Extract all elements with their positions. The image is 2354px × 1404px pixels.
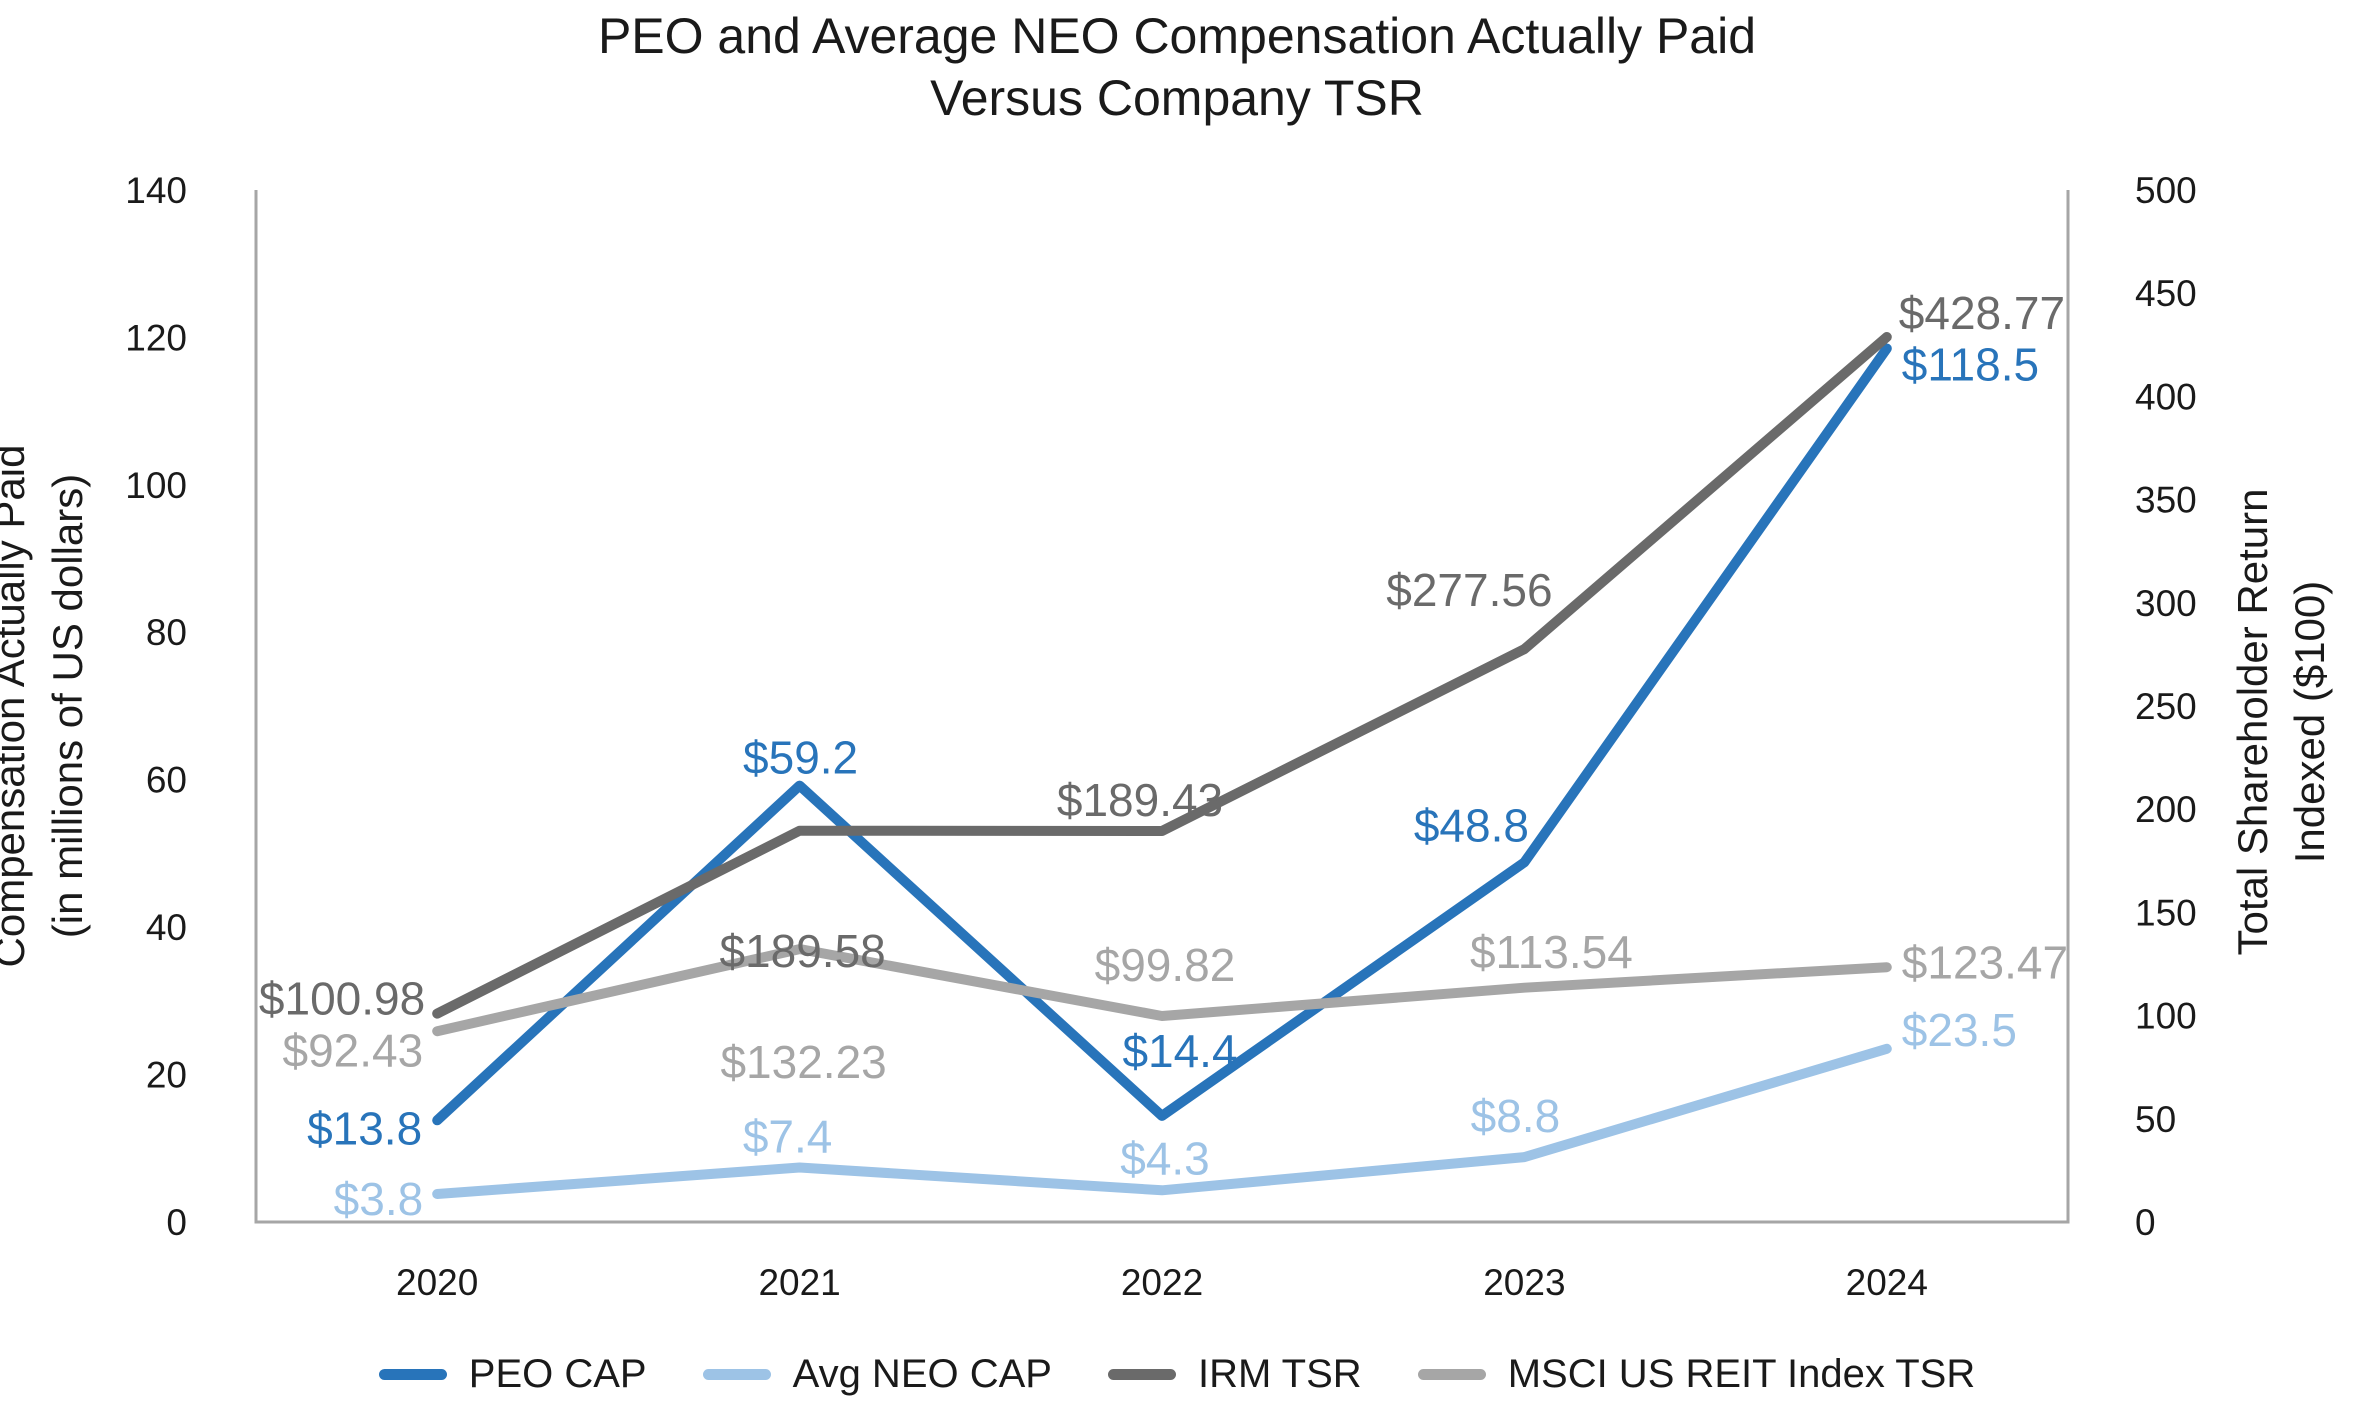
right-axis-tick-label: 300 (2135, 583, 2197, 624)
legend-item-msci-us-reit-index-tsr: MSCI US REIT Index TSR (1417, 1352, 1976, 1397)
legend-item-peo-cap: PEO CAP (378, 1352, 647, 1397)
legend-swatch-peo-cap (378, 1369, 447, 1380)
data-label-avg-neo-cap: $8.8 (1471, 1090, 1561, 1142)
left-axis-tick-label: 40 (146, 907, 187, 948)
left-axis-tick-label: 60 (146, 760, 187, 801)
right-axis-tick-label: 150 (2135, 892, 2197, 933)
left-axis-title-line-2: (in millions of US dollars) (44, 474, 91, 938)
right-axis-tick-label: 100 (2135, 996, 2197, 1037)
left-axis-tick-label: 100 (125, 465, 187, 506)
right-axis-tick-label: 450 (2135, 273, 2197, 314)
left-axis-tick-label: 80 (146, 612, 187, 653)
data-label-irm-tsr: $189.43 (1057, 774, 1223, 826)
legend-label-msci-us-reit-index-tsr: MSCI US REIT Index TSR (1507, 1352, 1976, 1396)
data-label-irm-tsr: $428.77 (1899, 287, 2065, 339)
x-axis-tick-label: 2022 (1121, 1262, 1203, 1303)
right-axis-tick-label: 250 (2135, 686, 2197, 727)
legend-item-avg-neo-cap: Avg NEO CAP (702, 1352, 1052, 1397)
data-label-peo-cap: $14.4 (1122, 1025, 1237, 1077)
x-axis-tick-label: 2024 (1846, 1262, 1928, 1303)
legend-item-irm-tsr: IRM TSR (1107, 1352, 1362, 1397)
chart-legend: PEO CAP Avg NEO CAP IRM TSR MSCI US REIT In… (0, 1352, 2354, 1397)
legend-label-irm-tsr: IRM TSR (1197, 1352, 1362, 1396)
right-axis-title-line-1: Total Shareholder Return (2229, 489, 2276, 956)
x-axis-tick-label: 2020 (396, 1262, 478, 1303)
data-label-avg-neo-cap: $3.8 (334, 1173, 424, 1225)
data-label-irm-tsr: $277.56 (1386, 564, 1552, 616)
legend-label-avg-neo-cap: Avg NEO CAP (792, 1352, 1052, 1396)
legend-label-peo-cap: PEO CAP (468, 1352, 647, 1396)
right-axis-tick-label: 400 (2135, 376, 2197, 417)
right-axis-tick-label: 200 (2135, 789, 2197, 830)
data-label-irm-tsr: $100.98 (259, 973, 425, 1025)
right-axis-tick-label: 50 (2135, 1099, 2176, 1140)
data-label-msci-us-reit-index-tsr: $113.54 (1470, 926, 1633, 978)
left-axis-tick-label: 140 (125, 170, 187, 211)
x-axis-tick-label: 2023 (1483, 1262, 1565, 1303)
right-axis-tick-label: 350 (2135, 480, 2197, 521)
data-label-msci-us-reit-index-tsr: $132.23 (720, 1036, 886, 1088)
data-label-msci-us-reit-index-tsr: $99.82 (1095, 939, 1236, 991)
data-label-peo-cap: $13.8 (307, 1102, 422, 1154)
data-label-peo-cap: $48.8 (1414, 799, 1529, 851)
chart-title-line-2: Versus Company TSR (930, 70, 1424, 126)
axis-frame (254, 190, 2070, 1224)
series-line-irm-tsr (432, 332, 1892, 1019)
data-label-msci-us-reit-index-tsr: $123.47 (1902, 936, 2068, 988)
x-axis-tick-label: 2021 (758, 1262, 840, 1303)
data-label-irm-tsr: $189.58 (719, 925, 885, 977)
data-label-avg-neo-cap: $4.3 (1120, 1132, 1210, 1184)
legend-swatch-msci-us-reit-index-tsr (1417, 1369, 1486, 1380)
legend-swatch-irm-tsr (1107, 1369, 1176, 1380)
right-axis-tick-label: 500 (2135, 170, 2197, 211)
left-axis-tick-label: 0 (166, 1202, 187, 1243)
data-label-peo-cap: $118.5 (1902, 339, 2039, 391)
right-axis-title-line-2: Indexed ($100) (2286, 581, 2333, 864)
series-line-msci-us-reit-index-tsr (432, 944, 1892, 1037)
data-label-avg-neo-cap: $23.5 (1902, 1004, 2017, 1056)
chart-title-line-1: PEO and Average NEO Compensation Actuall… (597, 8, 1757, 64)
data-label-msci-us-reit-index-tsr: $92.43 (282, 1024, 423, 1076)
left-axis-tick-label: 120 (125, 317, 187, 358)
left-axis-title-line-1: Compensation Actually Paid (0, 445, 33, 968)
right-axis-tick-label: 0 (2135, 1202, 2156, 1243)
series-line-avg-neo-cap (432, 1043, 1892, 1199)
data-label-avg-neo-cap: $7.4 (743, 1111, 833, 1163)
series-line-peo-cap (432, 343, 1892, 1126)
legend-swatch-avg-neo-cap (702, 1369, 771, 1380)
data-label-peo-cap: $59.2 (743, 732, 858, 784)
left-axis-tick-label: 20 (146, 1055, 187, 1096)
